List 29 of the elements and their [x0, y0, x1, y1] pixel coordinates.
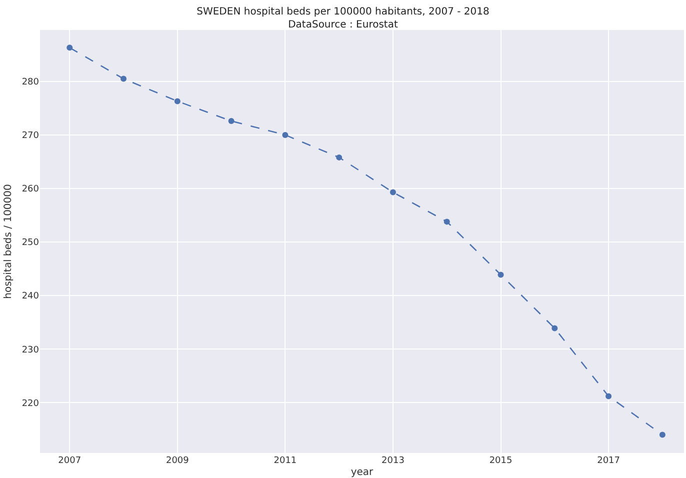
y-tick-label: 220 [22, 398, 40, 409]
point [659, 432, 666, 438]
x-tick-label: 2017 [597, 456, 620, 466]
point [120, 76, 127, 82]
point [174, 98, 180, 104]
point [66, 44, 73, 51]
y-tick-label: 280 [22, 78, 40, 88]
y-axis-title: hospital beds / 100000 [2, 184, 14, 299]
point [498, 272, 504, 278]
x-tick-label: 2011 [274, 456, 297, 466]
x-tick-label: 2015 [489, 456, 512, 466]
y-tick-label: 240 [22, 292, 40, 302]
point [228, 118, 234, 124]
x-tick-label: 2007 [58, 456, 82, 466]
point [552, 325, 558, 332]
x-tick-label: 2013 [382, 456, 404, 466]
point [606, 393, 612, 400]
chart-title: SWEDEN hospital beds per 100000 habitants, 2007 - 2018 [196, 6, 490, 18]
point [336, 154, 342, 160]
x-tick-label: 2009 [166, 456, 190, 466]
y-tick-label: 270 [22, 131, 40, 142]
y-tick-label: 260 [22, 184, 40, 195]
chart-subtitle: DataSource : Eurostat [288, 19, 398, 30]
y-tick-label: 250 [22, 238, 40, 248]
point [282, 132, 288, 138]
x-axis-title: year [350, 467, 374, 478]
point [390, 189, 396, 196]
y-tick-label: 230 [22, 345, 40, 356]
point [444, 218, 450, 225]
